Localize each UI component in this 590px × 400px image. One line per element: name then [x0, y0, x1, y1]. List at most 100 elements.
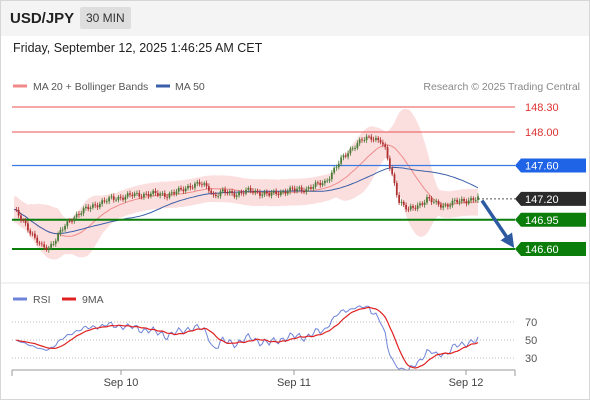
candle-body	[85, 206, 87, 209]
candle-body	[363, 140, 366, 141]
candle-body	[91, 204, 94, 208]
candle-body	[284, 191, 287, 194]
candle-body	[344, 155, 347, 157]
candle-body	[98, 203, 101, 208]
candle-body	[463, 199, 465, 202]
candle-body	[433, 201, 435, 203]
legend-ma20-label: MA 20 + Bollinger Bands	[33, 81, 148, 93]
candle-body	[298, 187, 301, 189]
candle-body	[224, 189, 227, 193]
candle-body	[342, 155, 345, 158]
candle-body	[54, 240, 57, 244]
bollinger-band	[14, 108, 478, 260]
candle-body	[458, 201, 461, 203]
candle-body	[149, 193, 152, 197]
candle-body	[293, 188, 296, 191]
candle-body	[194, 183, 196, 188]
candle-body	[279, 191, 282, 196]
candle-body	[226, 192, 229, 194]
legend-rsi-ma-label: 9MA	[82, 294, 104, 306]
candle-body	[272, 190, 275, 193]
candle-body	[451, 200, 454, 206]
candle-body	[196, 182, 199, 184]
candle-body	[47, 247, 50, 250]
candle-body	[201, 184, 203, 186]
candle-body	[312, 186, 315, 189]
candle-body	[66, 221, 69, 226]
candle-body	[456, 199, 459, 203]
candle-body	[22, 220, 25, 222]
level-label-5: 146.60	[525, 244, 559, 256]
candle-body	[460, 199, 463, 202]
candle-body	[435, 201, 438, 202]
forecast-arrow	[480, 199, 515, 248]
candle-body	[103, 200, 106, 202]
candle-body	[430, 198, 433, 203]
candle-body	[138, 192, 141, 197]
candle-body	[40, 243, 43, 245]
legend-ma50-label: MA 50	[175, 81, 205, 93]
candle-body	[354, 148, 356, 150]
candle-body	[71, 221, 73, 223]
candle-body	[68, 221, 71, 222]
candle-body	[177, 187, 180, 192]
candle-body	[437, 201, 440, 205]
candle-body	[219, 191, 222, 196]
candle-body	[78, 214, 80, 215]
candle-body	[198, 182, 201, 185]
candle-body	[231, 191, 233, 194]
rsi-tick-0: 70	[525, 317, 537, 329]
candle-body	[305, 188, 308, 193]
candle-body	[245, 189, 247, 194]
candle-body	[372, 139, 375, 141]
candle-body	[50, 243, 53, 248]
level-label-2: 147.60	[525, 160, 559, 172]
candle-body	[161, 193, 164, 194]
candle-body	[365, 136, 368, 141]
candle-body	[73, 217, 76, 222]
candle-body	[319, 182, 322, 186]
candle-body	[340, 157, 343, 164]
candle-body	[277, 193, 280, 196]
candle-body	[61, 229, 64, 231]
interval-badge[interactable]: 30 MIN	[80, 7, 131, 29]
candle-body	[168, 193, 171, 198]
candle-body	[173, 192, 175, 194]
candle-body	[423, 202, 426, 205]
candle-body	[163, 193, 166, 197]
candle-body	[405, 204, 407, 210]
candle-body	[20, 215, 22, 221]
candle-body	[147, 193, 150, 197]
candle-body	[38, 242, 41, 244]
candle-body	[152, 190, 155, 194]
candle-body	[326, 180, 329, 182]
level-label-1: 148.00	[525, 127, 559, 139]
candle-body	[388, 158, 391, 169]
candle-body	[110, 196, 113, 198]
candle-body	[210, 190, 213, 193]
candle-body	[101, 200, 104, 204]
candle-body	[377, 137, 380, 141]
candle-body	[136, 192, 138, 194]
candle-body	[337, 163, 340, 168]
candle-body	[474, 200, 477, 201]
candle-body	[256, 190, 259, 193]
candle-body	[351, 148, 354, 150]
candle-body	[323, 180, 326, 184]
pivot-tag	[515, 158, 586, 173]
candle-body	[105, 201, 108, 203]
candle-body	[465, 201, 468, 204]
candle-body	[307, 187, 310, 189]
candle-body	[414, 207, 417, 209]
candle-body	[131, 194, 134, 197]
candle-body	[268, 193, 271, 196]
candle-body	[24, 220, 27, 224]
candle-body	[449, 205, 452, 207]
candle-body	[286, 191, 289, 194]
candle-body	[214, 194, 217, 197]
candle-body	[15, 209, 18, 211]
candle-body	[446, 204, 449, 207]
x-tick-label-0: Sep 10	[104, 377, 139, 389]
candle-body	[221, 189, 224, 192]
candle-body	[124, 196, 127, 200]
